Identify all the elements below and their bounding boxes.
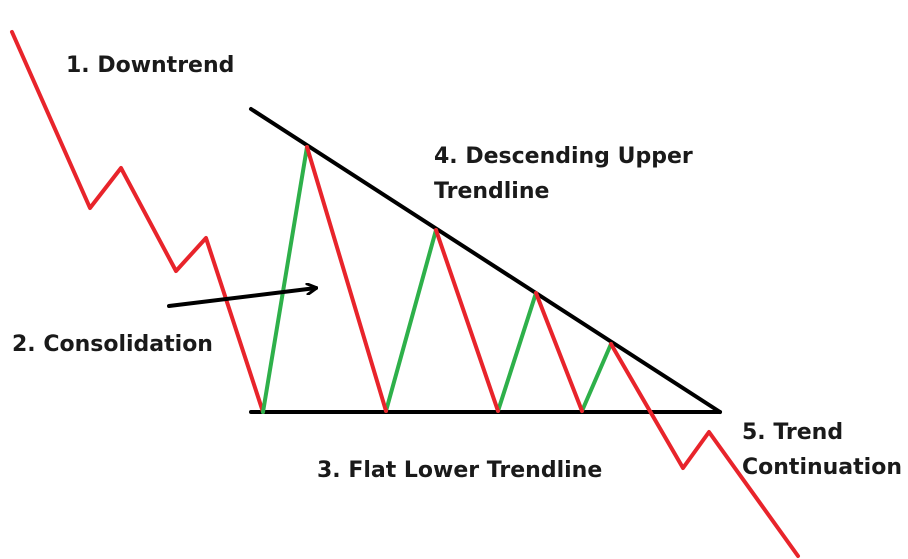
label-trend-continuation-line-2: Continuation [742,455,902,480]
label-trend-continuation-line-1: 5. Trend [742,420,844,445]
up-leg-3 [496,291,538,413]
up-leg-2 [384,228,438,413]
label-downtrend: 1. Downtrend [66,53,235,78]
down-leg-1 [305,145,388,413]
down-leg-3 [534,291,584,413]
label-flat-lower-trendline: 3. Flat Lower Trendline [317,458,603,483]
label-descending-upper-line-2: Trendline [434,179,550,204]
label-descending-upper-trendline: 4. Descending Upper Trendline [434,139,693,209]
label-trend-continuation: 5. Trend Continuation [742,415,902,485]
down-leg-2 [434,228,500,413]
trend-continuation-line [609,342,800,558]
up-leg-4 [580,342,613,413]
label-consolidation: 2. Consolidation [12,332,213,357]
downtrend-line [10,30,265,414]
label-descending-upper-line-1: 4. Descending Upper [434,144,693,169]
up-leg-1 [261,145,309,414]
descending-upper-trendline [249,107,722,414]
arrow-icon [167,288,316,308]
